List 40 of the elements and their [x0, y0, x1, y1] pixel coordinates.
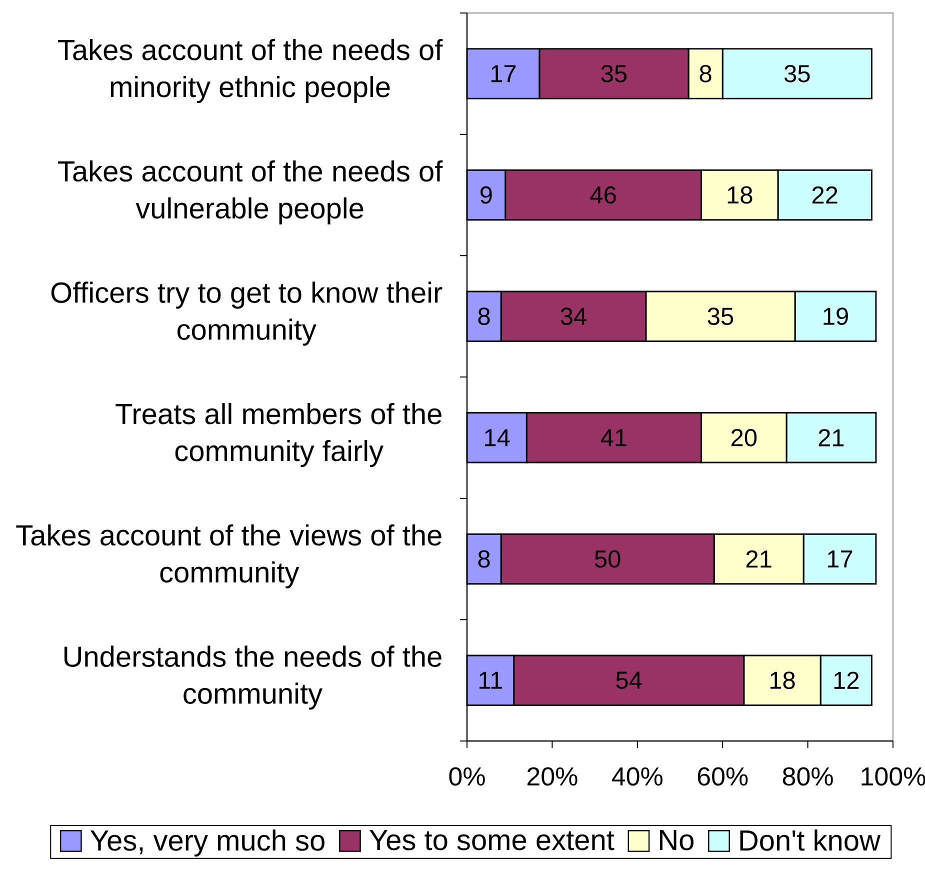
data-label: 41 [600, 429, 626, 446]
data-label: 35 [708, 308, 734, 325]
data-label: 8 [478, 550, 490, 568]
x-tick-label: 80% [782, 767, 833, 786]
data-label: 34 [560, 308, 586, 325]
data-label: 46 [590, 186, 616, 204]
legend-label: Yes, very much so [90, 829, 324, 857]
data-label: 19 [824, 308, 848, 325]
data-label: 50 [594, 550, 620, 568]
data-label: 17 [828, 550, 852, 568]
data-label: 12 [834, 672, 859, 689]
data-label: 18 [728, 186, 752, 204]
y-tick-label: Officers try to get to know their community [51, 282, 442, 346]
data-label: 54 [616, 672, 642, 689]
data-label: 8 [700, 64, 712, 82]
y-tick-label: Takes account of the needs of vulnerable people [58, 160, 443, 224]
data-label: 9 [480, 186, 492, 204]
data-label: 14 [485, 429, 510, 446]
data-label: 35 [784, 64, 810, 82]
x-tick-label: 20% [527, 767, 578, 786]
legend-label: Don't know [740, 829, 881, 851]
data-label: 35 [601, 64, 627, 82]
y-tick-label: Takes account of the needs of minority ethnic people [58, 38, 443, 104]
y-tick-label: Understands the needs of the community [64, 646, 442, 710]
x-tick-label: 0% [449, 767, 485, 786]
data-label: 8 [478, 308, 490, 325]
y-tick-label: Takes account of the views of the community [16, 524, 442, 588]
data-label: 11 [480, 672, 502, 689]
data-label: 21 [818, 429, 844, 446]
legend-label: Yes to some extent [370, 830, 614, 850]
x-tick-label: 40% [612, 767, 662, 786]
legend-label: No [660, 830, 694, 850]
data-label: 21 [746, 550, 772, 568]
data-label: 18 [770, 672, 795, 689]
x-tick-label: 100% [862, 767, 925, 786]
data-label: 17 [491, 65, 516, 82]
data-label: 20 [731, 428, 757, 446]
data-label: 22 [812, 186, 838, 204]
y-tick-label: Treats all members of the community fairly [116, 402, 442, 468]
x-tick-label: 60% [698, 767, 748, 786]
